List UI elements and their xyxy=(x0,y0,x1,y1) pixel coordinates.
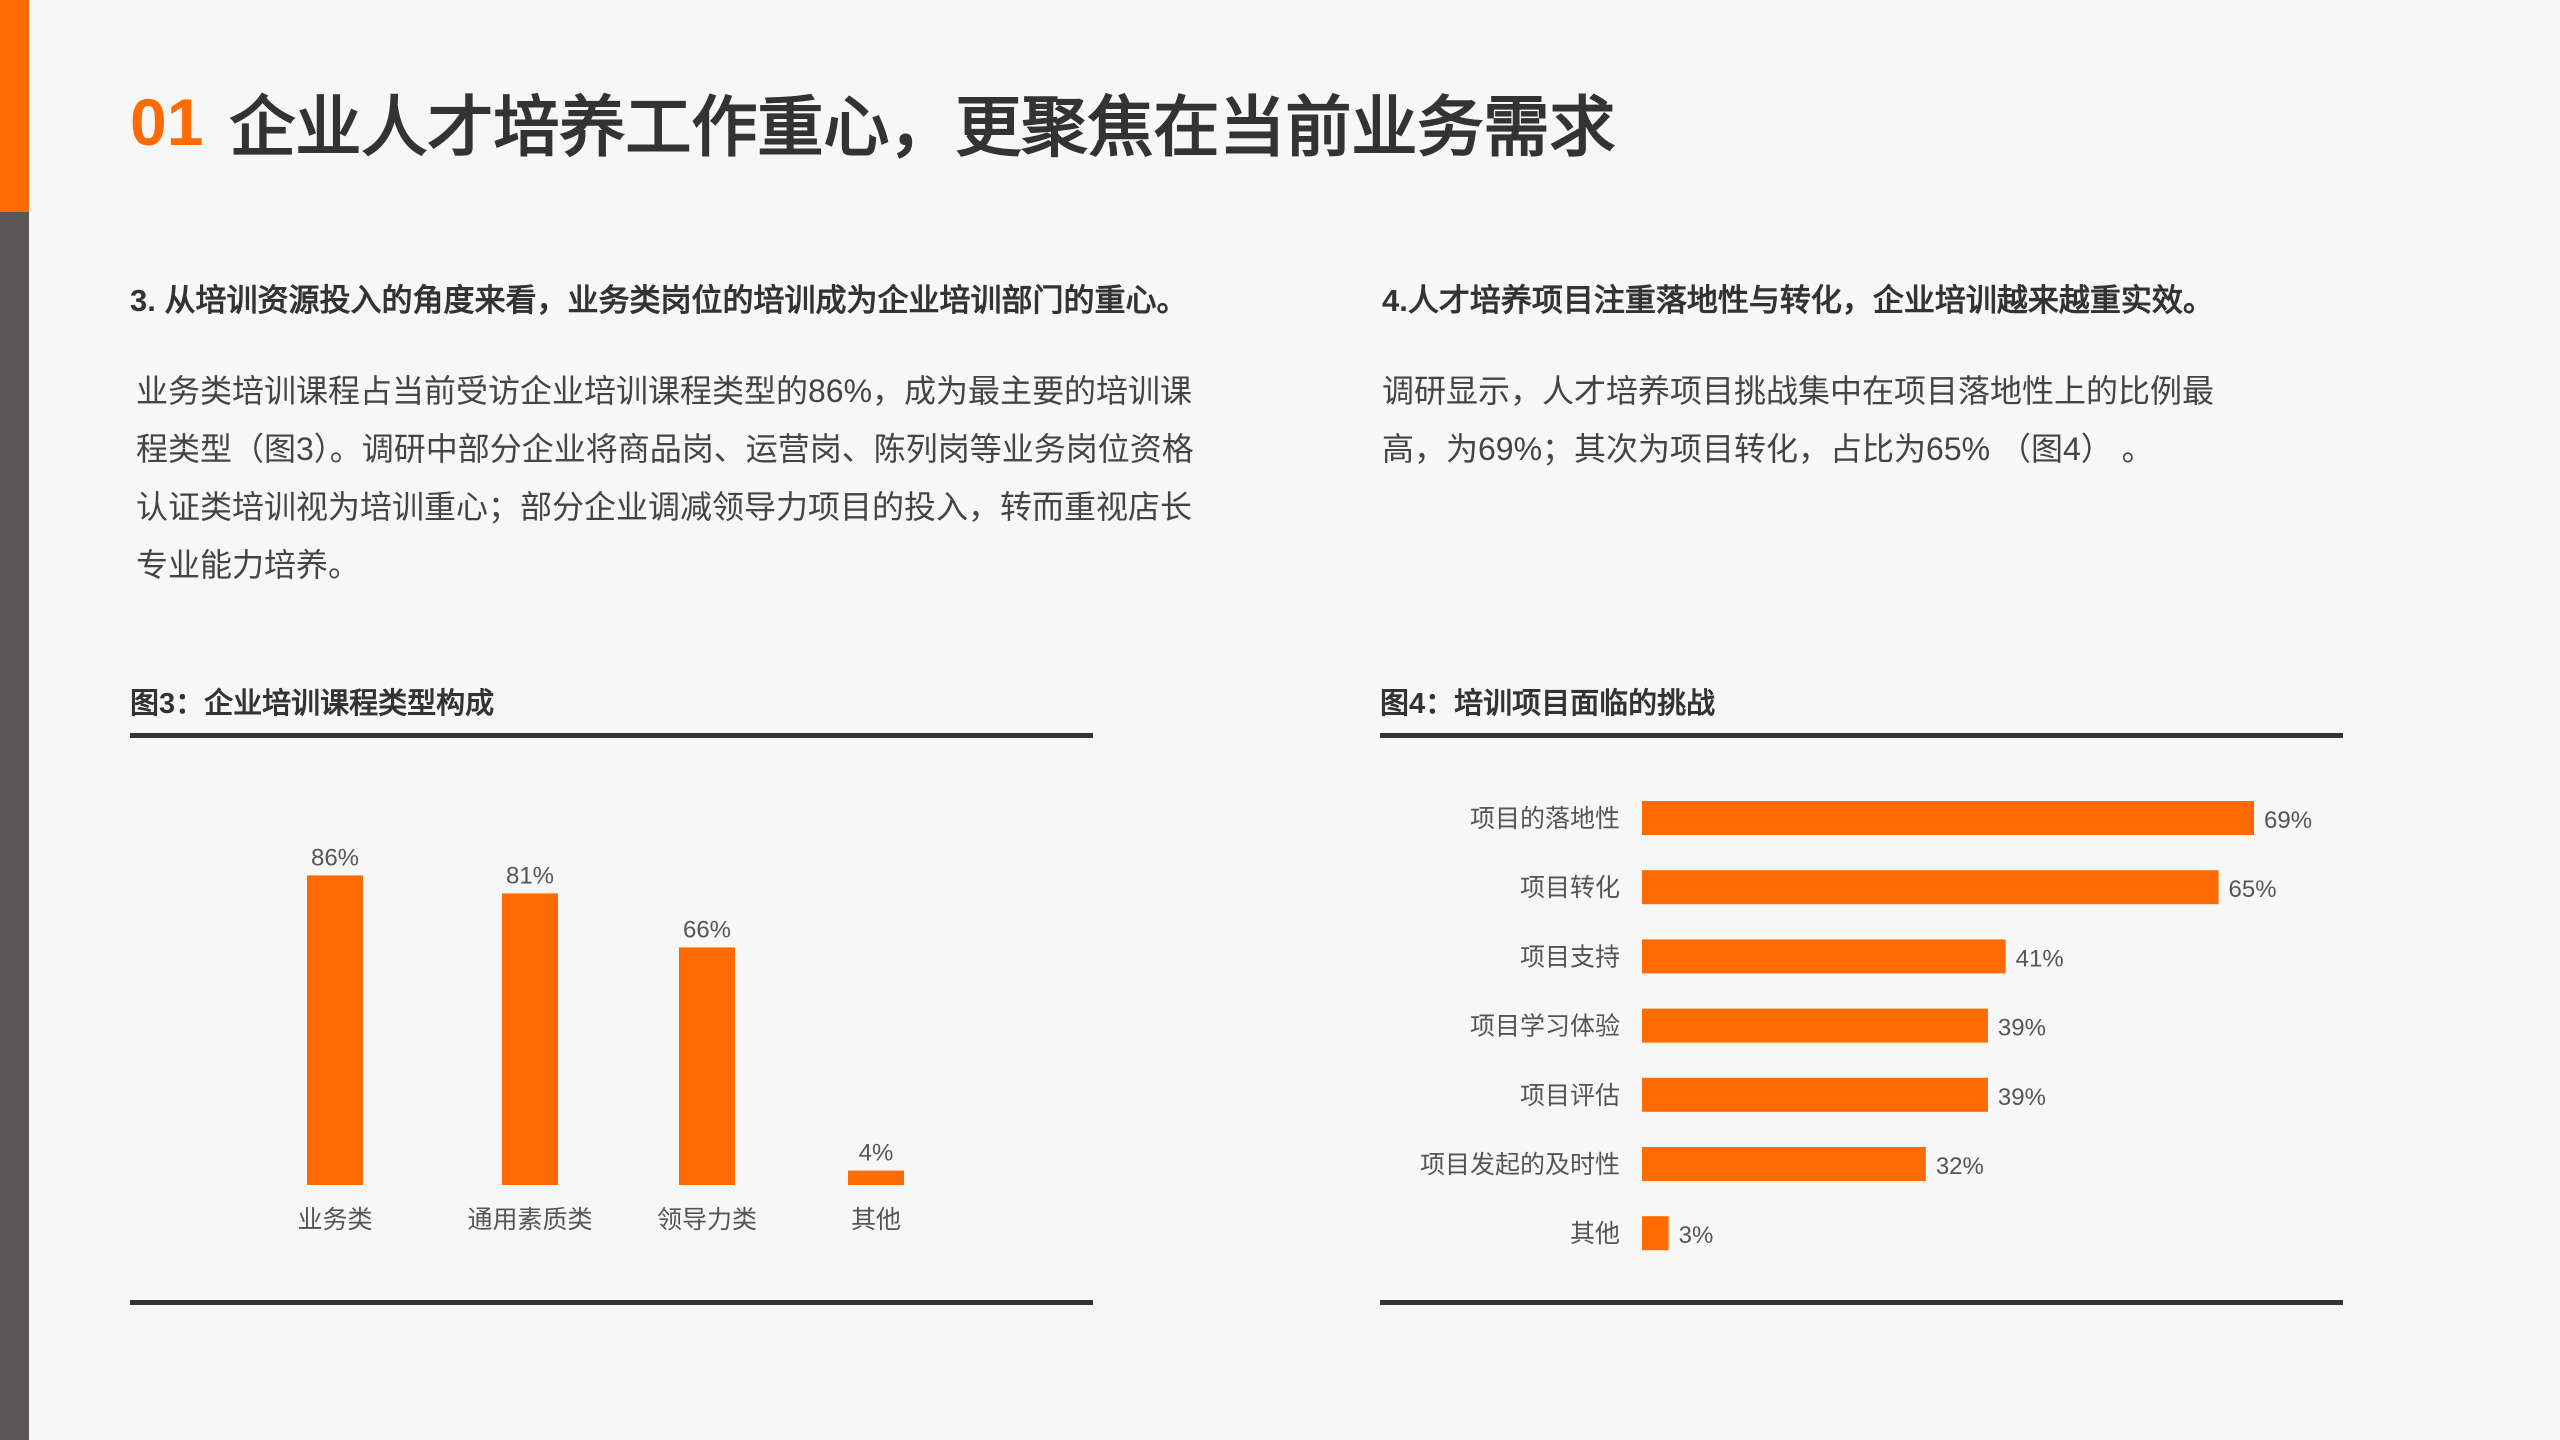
bar-5 xyxy=(1642,1077,1988,1112)
category-label-6: 项目发起的及时性 xyxy=(1420,1151,1620,1179)
bar-3 xyxy=(1642,939,2006,974)
bar-6 xyxy=(1642,1147,1926,1181)
figure-4-title: 图4：培训项目面临的挑战 xyxy=(1380,688,1716,720)
category-label-2: 通用素质类 xyxy=(467,1206,592,1234)
data-label-4: 4% xyxy=(859,1140,894,1167)
figure-3-top-rule xyxy=(130,733,1093,738)
bar-1 xyxy=(307,875,363,1185)
category-label-4: 项目学习体验 xyxy=(1470,1013,1620,1041)
paragraph-line: 高，为69%；其次为项目转化，占比为65% （图4） 。 xyxy=(1382,431,2154,467)
figure-3-bottom-rule xyxy=(130,1300,1093,1305)
figure-3-title: 图3：企业培训课程类型构成 xyxy=(130,688,495,720)
left-section-heading: 3. 从培训资源投入的角度来看，业务类岗位的培训成为企业培训部门的重心。 xyxy=(130,283,1188,318)
page-title-text: 企业人才培养工作重心，更聚焦在当前业务需求 xyxy=(229,90,1616,164)
category-label-1: 项目的落地性 xyxy=(1470,805,1620,833)
bar-4 xyxy=(1642,1008,1988,1043)
category-label-5: 项目评估 xyxy=(1520,1082,1620,1110)
bar-1 xyxy=(1642,801,2255,835)
paragraph-line: 业务类培训课程占当前受访企业培训课程类型的86%，成为最主要的培训课 xyxy=(136,373,1193,409)
category-label-1: 业务类 xyxy=(297,1206,372,1234)
data-label-7: 3% xyxy=(1679,1222,1714,1249)
figure-4-bottom-rule xyxy=(1380,1300,2343,1305)
figure-3-bar-chart: 86% 业务类 81% 通用素质类 66% 领导力类 4% 其他 xyxy=(297,844,904,1234)
side-bar xyxy=(0,212,29,1440)
paragraph-line: 认证类培训视为培训重心；部分企业调减领导力项目的投入，转而重视店长 xyxy=(136,489,1193,525)
section-number: 01 xyxy=(130,85,204,159)
data-label-1: 86% xyxy=(311,844,359,871)
bar-3 xyxy=(679,947,735,1185)
bar-7 xyxy=(1642,1216,1669,1251)
data-label-3: 41% xyxy=(2016,945,2064,972)
figure-4-top-rule xyxy=(1380,733,2343,738)
data-label-5: 39% xyxy=(1998,1084,2046,1111)
data-label-1: 69% xyxy=(2264,807,2312,834)
bar-4 xyxy=(848,1170,904,1185)
bar-2 xyxy=(502,893,558,1185)
category-label-3: 领导力类 xyxy=(657,1206,757,1234)
page-title: 01 企业人才培养工作重心，更聚焦在当前业务需求 xyxy=(130,72,1615,172)
left-section-paragraph: 业务类培训课程占当前受访企业培训课程类型的86%，成为最主要的培训课 程类型（图… xyxy=(136,362,1286,594)
paragraph-line: 专业能力培养。 xyxy=(136,547,361,583)
data-label-2: 81% xyxy=(506,862,554,889)
figure-4-bar-chart: 项目的落地性 69% 项目转化 65% 项目支持 41% 项目学习体验 39% 项目评估 39% 项… xyxy=(1420,801,2312,1251)
accent-side-bar xyxy=(0,0,29,212)
right-section-heading: 4.人才培养项目注重落地性与转化，企业培训越来越重实效。 xyxy=(1382,283,2214,318)
data-label-6: 32% xyxy=(1936,1153,1984,1180)
paragraph-line: 程类型（图3）。调研中部分企业将商品岗、运营岗、陈列岗等业务岗位资格 xyxy=(136,431,1194,467)
data-label-4: 39% xyxy=(1998,1015,2046,1042)
data-label-3: 66% xyxy=(683,916,731,943)
category-label-3: 项目支持 xyxy=(1520,943,1620,971)
right-section-paragraph: 调研显示，人才培养项目挑战集中在项目落地性上的比例最 高，为69%；其次为项目转… xyxy=(1382,362,2382,478)
category-label-4: 其他 xyxy=(851,1206,901,1234)
category-label-2: 项目转化 xyxy=(1520,874,1620,902)
data-label-2: 65% xyxy=(2229,876,2277,903)
bar-2 xyxy=(1642,870,2219,905)
category-label-7: 其他 xyxy=(1570,1220,1620,1248)
paragraph-line: 调研显示，人才培养项目挑战集中在项目落地性上的比例最 xyxy=(1382,373,2215,409)
